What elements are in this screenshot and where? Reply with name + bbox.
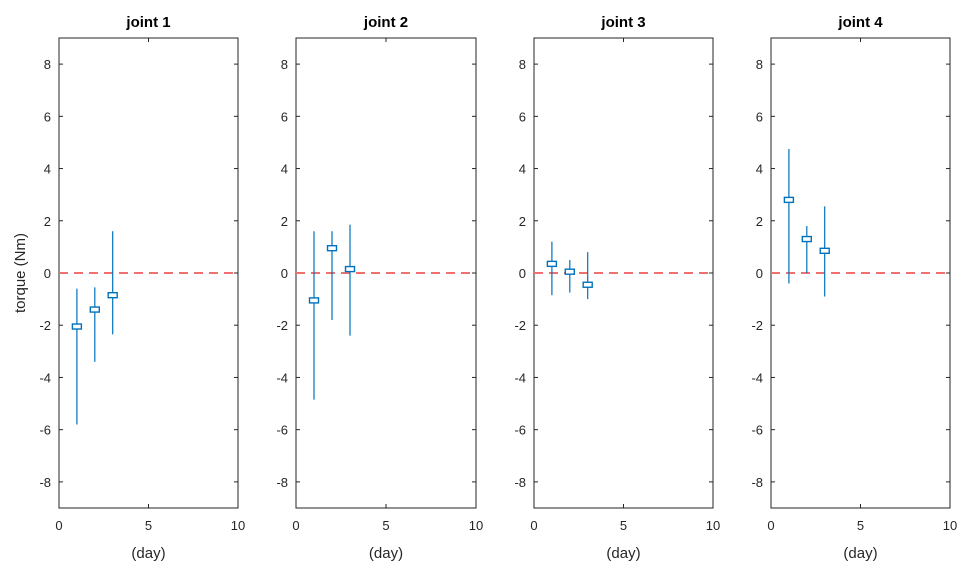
panel-1-ytick-label: 8 (44, 57, 51, 72)
panel-4-xtick-label: 10 (943, 518, 957, 533)
panel-2-mean-marker-3 (344, 265, 356, 273)
panel-4-ytick-label: 2 (756, 214, 763, 229)
panel-3-mean-marker-3 (582, 281, 593, 288)
panel-3-xtick-label: 5 (620, 518, 627, 533)
panel-4-mean-marker-1 (783, 196, 795, 204)
panel-3-axes-box (533, 37, 714, 509)
panel-4-ytick-label: 4 (756, 162, 763, 177)
panel-3-xtick-label: 10 (706, 518, 720, 533)
panel-4-mean-marker-3 (819, 247, 830, 255)
panel-3-ytick-label: -6 (514, 423, 526, 438)
panel-2-ytick-label: 0 (281, 266, 288, 281)
panel-2-ytick-label: -4 (276, 370, 288, 385)
panel-3-xlabel: (day) (606, 545, 640, 562)
panel-1-xtick-label: 5 (145, 518, 152, 533)
panel-1-xlabel: (day) (131, 545, 165, 562)
panel-2-ytick-label: 2 (281, 214, 288, 229)
panel-1-ytick-label: 4 (44, 162, 51, 177)
panel-1-mean-marker-2 (89, 306, 101, 313)
panel-2-ytick-label: -6 (276, 423, 288, 438)
panel-1-title: joint 1 (125, 14, 170, 31)
panel-2-mean-marker-1 (308, 297, 320, 304)
panel-1-xtick-label: 10 (231, 518, 245, 533)
panel-1-ytick-label: -8 (39, 475, 51, 490)
panel-4-xlabel: (day) (843, 545, 877, 562)
panel-1-ylabel: torque (Nm) (12, 233, 29, 313)
panel-1-ytick-label: -2 (39, 318, 51, 333)
panel-2-ytick-label: 6 (281, 109, 288, 124)
panel-4-ytick-label: 0 (756, 266, 763, 281)
panel-3-mean-marker-1 (546, 260, 558, 268)
panel-2-ytick-label: 8 (281, 57, 288, 72)
panel-2-xtick-label: 0 (292, 518, 299, 533)
panel-4-ytick-label: -8 (751, 475, 763, 490)
panel-2-xtick-label: 10 (469, 518, 483, 533)
panel-4-title: joint 4 (837, 14, 883, 31)
panel-4-ytick-label: -4 (751, 370, 763, 385)
panel-3-ytick-label: 6 (519, 109, 526, 124)
panel-4-axes-box (770, 37, 951, 509)
panel-2-ytick-label: -8 (276, 475, 288, 490)
panel-1-mean-marker-3 (107, 291, 118, 299)
panel-3-ytick-label: 0 (519, 266, 526, 281)
panel-4-ytick-label: 6 (756, 109, 763, 124)
panel-2-ytick-label: 4 (281, 162, 288, 177)
panel-2-title: joint 2 (363, 14, 408, 31)
panel-3-ytick-label: 4 (519, 162, 526, 177)
panel-1-ytick-label: 0 (44, 266, 51, 281)
panel-3-ytick-label: -2 (514, 318, 526, 333)
panel-3-ytick-label: -8 (514, 475, 526, 490)
panel-2-ytick-label: -2 (276, 318, 288, 333)
panel-3-xtick-label: 0 (530, 518, 537, 533)
panel-3-ytick-label: 8 (519, 57, 526, 72)
panel-1-axes-box (58, 37, 239, 509)
panel-2-xtick-label: 5 (382, 518, 389, 533)
panel-3-ytick-label: 2 (519, 214, 526, 229)
panel-3-ytick-label: -4 (514, 370, 526, 385)
panel-4-mean-marker-2 (801, 235, 812, 243)
panel-4-xtick-label: 0 (767, 518, 774, 533)
panel-1-ytick-label: -4 (39, 370, 51, 385)
panel-4-ytick-label: 8 (756, 57, 763, 72)
panel-3-mean-marker-2 (564, 268, 575, 275)
panel-3-title: joint 3 (600, 14, 645, 31)
panel-4-ytick-label: -2 (751, 318, 763, 333)
panel-1-ytick-label: 2 (44, 214, 51, 229)
panel-2-xlabel: (day) (369, 545, 403, 562)
panel-1-ytick-label: 6 (44, 109, 51, 124)
panel-1-ytick-label: -6 (39, 423, 51, 438)
panel-4-xtick-label: 5 (857, 518, 864, 533)
panel-2-mean-marker-2 (326, 244, 338, 252)
panel-1-mean-marker-1 (71, 323, 83, 330)
panel-1-xtick-label: 0 (55, 518, 62, 533)
panel-4-ytick-label: -6 (751, 423, 763, 438)
